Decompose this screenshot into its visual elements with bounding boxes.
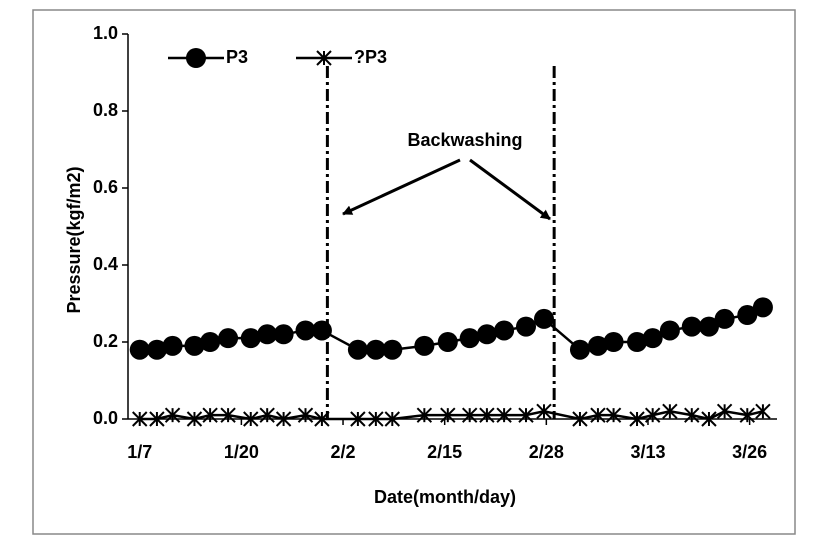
point <box>572 411 588 427</box>
point <box>590 407 606 423</box>
point <box>347 339 368 360</box>
point <box>755 403 771 420</box>
point <box>476 324 497 345</box>
x-tick-label: 3/13 <box>630 442 665 462</box>
point <box>129 339 150 360</box>
point <box>437 332 458 352</box>
point <box>479 407 495 423</box>
point <box>681 316 702 337</box>
point <box>243 411 259 427</box>
chart-frame <box>32 9 796 535</box>
point <box>184 335 205 356</box>
point <box>605 407 622 423</box>
point <box>496 407 512 423</box>
point <box>382 339 403 360</box>
legend-label: ?P3 <box>354 47 387 67</box>
point <box>273 324 294 345</box>
series-line <box>139 409 764 421</box>
point <box>440 407 456 423</box>
point <box>220 407 236 423</box>
y-tick-label: 0.8 <box>93 100 118 120</box>
legend-label: P3 <box>226 47 248 67</box>
point <box>737 305 758 326</box>
point <box>275 411 292 427</box>
annotation: Backwashing <box>407 130 522 150</box>
x-tick-label: 2/28 <box>529 442 564 462</box>
x-tick-label: 2/2 <box>331 442 356 462</box>
point <box>714 308 735 329</box>
x-tick-label: 2/15 <box>427 442 462 462</box>
y-tick-label: 0.4 <box>93 254 118 274</box>
y-tick-label: 0.6 <box>93 177 118 197</box>
annotation-arrow <box>342 158 461 216</box>
point <box>186 411 203 427</box>
x-tick-label: 1/7 <box>127 442 152 462</box>
point <box>518 407 534 423</box>
point <box>662 403 678 420</box>
point <box>459 328 480 349</box>
point <box>368 411 384 427</box>
point <box>132 411 148 427</box>
point <box>384 411 400 427</box>
point <box>494 320 515 341</box>
point <box>202 407 218 423</box>
point <box>259 407 275 423</box>
point <box>627 332 648 352</box>
point <box>416 407 433 423</box>
point <box>311 320 332 341</box>
point <box>314 411 330 427</box>
point <box>162 335 183 356</box>
point <box>297 407 314 423</box>
point <box>629 411 645 427</box>
x-tick-label: 3/26 <box>732 442 767 462</box>
point <box>716 403 733 420</box>
point <box>461 407 478 423</box>
point <box>698 316 719 337</box>
point <box>240 328 261 349</box>
point <box>146 339 167 360</box>
x-tick-label: 1/20 <box>224 442 259 462</box>
point <box>536 403 552 420</box>
point <box>365 339 386 360</box>
point <box>587 335 608 356</box>
point <box>642 328 663 349</box>
point <box>684 407 700 423</box>
point <box>200 332 221 352</box>
point <box>295 320 316 341</box>
y-tick-label: 1.0 <box>93 23 118 43</box>
y-tick-label: 0.2 <box>93 331 118 351</box>
point <box>257 324 278 345</box>
y-tick-label: 0.0 <box>93 408 118 428</box>
annotation-arrow <box>469 158 551 221</box>
point <box>644 407 661 423</box>
x-axis-label: Date(month/day) <box>374 487 516 507</box>
point <box>350 411 366 427</box>
point <box>516 316 537 337</box>
point <box>752 297 773 318</box>
point <box>149 411 165 427</box>
legend-marker <box>186 48 206 68</box>
point <box>569 339 590 360</box>
point <box>164 407 181 423</box>
y-axis-label: Pressure(kgf/m2) <box>64 166 84 313</box>
point <box>218 328 239 349</box>
point <box>739 407 755 423</box>
point <box>414 335 435 356</box>
point <box>659 320 680 341</box>
point <box>701 411 717 427</box>
point <box>603 332 624 352</box>
legend-marker <box>316 50 332 66</box>
point <box>533 308 554 329</box>
